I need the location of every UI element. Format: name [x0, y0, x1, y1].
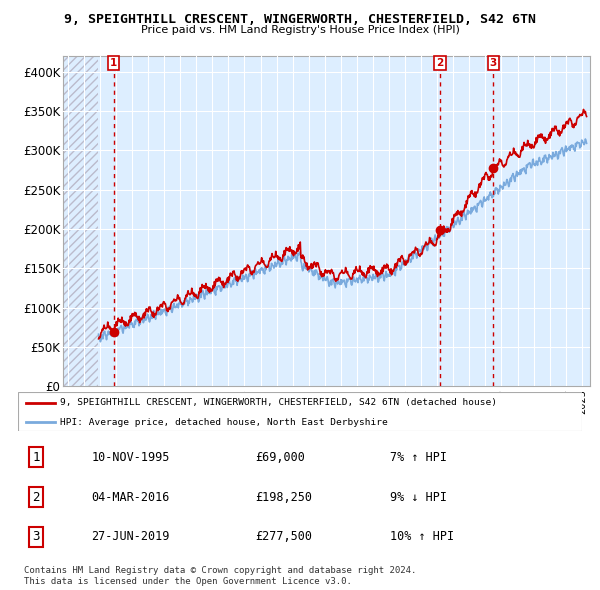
Text: 9% ↓ HPI: 9% ↓ HPI — [390, 490, 447, 504]
Text: £69,000: £69,000 — [255, 451, 305, 464]
Text: 3: 3 — [490, 58, 497, 68]
Text: 04-MAR-2016: 04-MAR-2016 — [91, 490, 170, 504]
Bar — [63, 56, 98, 386]
Text: 9, SPEIGHTHILL CRESCENT, WINGERWORTH, CHESTERFIELD, S42 6TN (detached house): 9, SPEIGHTHILL CRESCENT, WINGERWORTH, CH… — [60, 398, 497, 407]
Text: HPI: Average price, detached house, North East Derbyshire: HPI: Average price, detached house, Nort… — [60, 418, 388, 427]
Text: 1: 1 — [32, 451, 40, 464]
Text: This data is licensed under the Open Government Licence v3.0.: This data is licensed under the Open Gov… — [24, 577, 352, 586]
Text: 10-NOV-1995: 10-NOV-1995 — [91, 451, 170, 464]
Text: £198,250: £198,250 — [255, 490, 312, 504]
Text: 2: 2 — [32, 490, 40, 504]
Text: Price paid vs. HM Land Registry's House Price Index (HPI): Price paid vs. HM Land Registry's House … — [140, 25, 460, 35]
Text: 3: 3 — [32, 530, 40, 543]
Text: 1: 1 — [110, 58, 118, 68]
Text: 7% ↑ HPI: 7% ↑ HPI — [390, 451, 447, 464]
Text: 10% ↑ HPI: 10% ↑ HPI — [390, 530, 454, 543]
Text: 2: 2 — [436, 58, 443, 68]
Text: 9, SPEIGHTHILL CRESCENT, WINGERWORTH, CHESTERFIELD, S42 6TN: 9, SPEIGHTHILL CRESCENT, WINGERWORTH, CH… — [64, 13, 536, 26]
Text: Contains HM Land Registry data © Crown copyright and database right 2024.: Contains HM Land Registry data © Crown c… — [24, 566, 416, 575]
FancyBboxPatch shape — [18, 392, 582, 431]
Text: 27-JUN-2019: 27-JUN-2019 — [91, 530, 170, 543]
Text: £277,500: £277,500 — [255, 530, 312, 543]
